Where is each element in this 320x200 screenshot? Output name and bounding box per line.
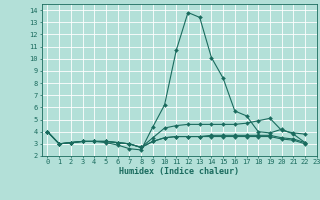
X-axis label: Humidex (Indice chaleur): Humidex (Indice chaleur) [119, 167, 239, 176]
